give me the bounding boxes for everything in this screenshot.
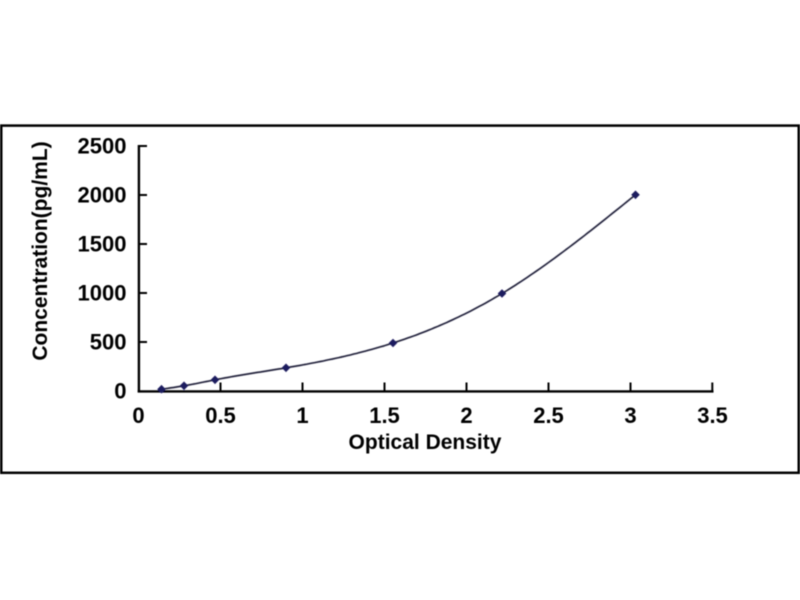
svg-text:2: 2	[460, 403, 472, 428]
svg-text:3: 3	[624, 403, 636, 428]
svg-text:1.5: 1.5	[369, 403, 400, 428]
svg-text:Concentration(pg/mL): Concentration(pg/mL)	[29, 141, 52, 360]
svg-text:1500: 1500	[78, 232, 127, 257]
svg-text:2500: 2500	[78, 134, 127, 159]
svg-text:1000: 1000	[78, 281, 127, 306]
svg-text:3.5: 3.5	[697, 403, 728, 428]
svg-text:0: 0	[132, 403, 144, 428]
svg-text:1: 1	[296, 403, 308, 428]
svg-text:2.5: 2.5	[533, 403, 564, 428]
svg-text:0.5: 0.5	[205, 403, 236, 428]
svg-text:Optical Density: Optical Density	[349, 431, 502, 454]
svg-text:0: 0	[114, 379, 126, 404]
svg-text:500: 500	[90, 330, 127, 355]
svg-text:2000: 2000	[78, 183, 127, 208]
